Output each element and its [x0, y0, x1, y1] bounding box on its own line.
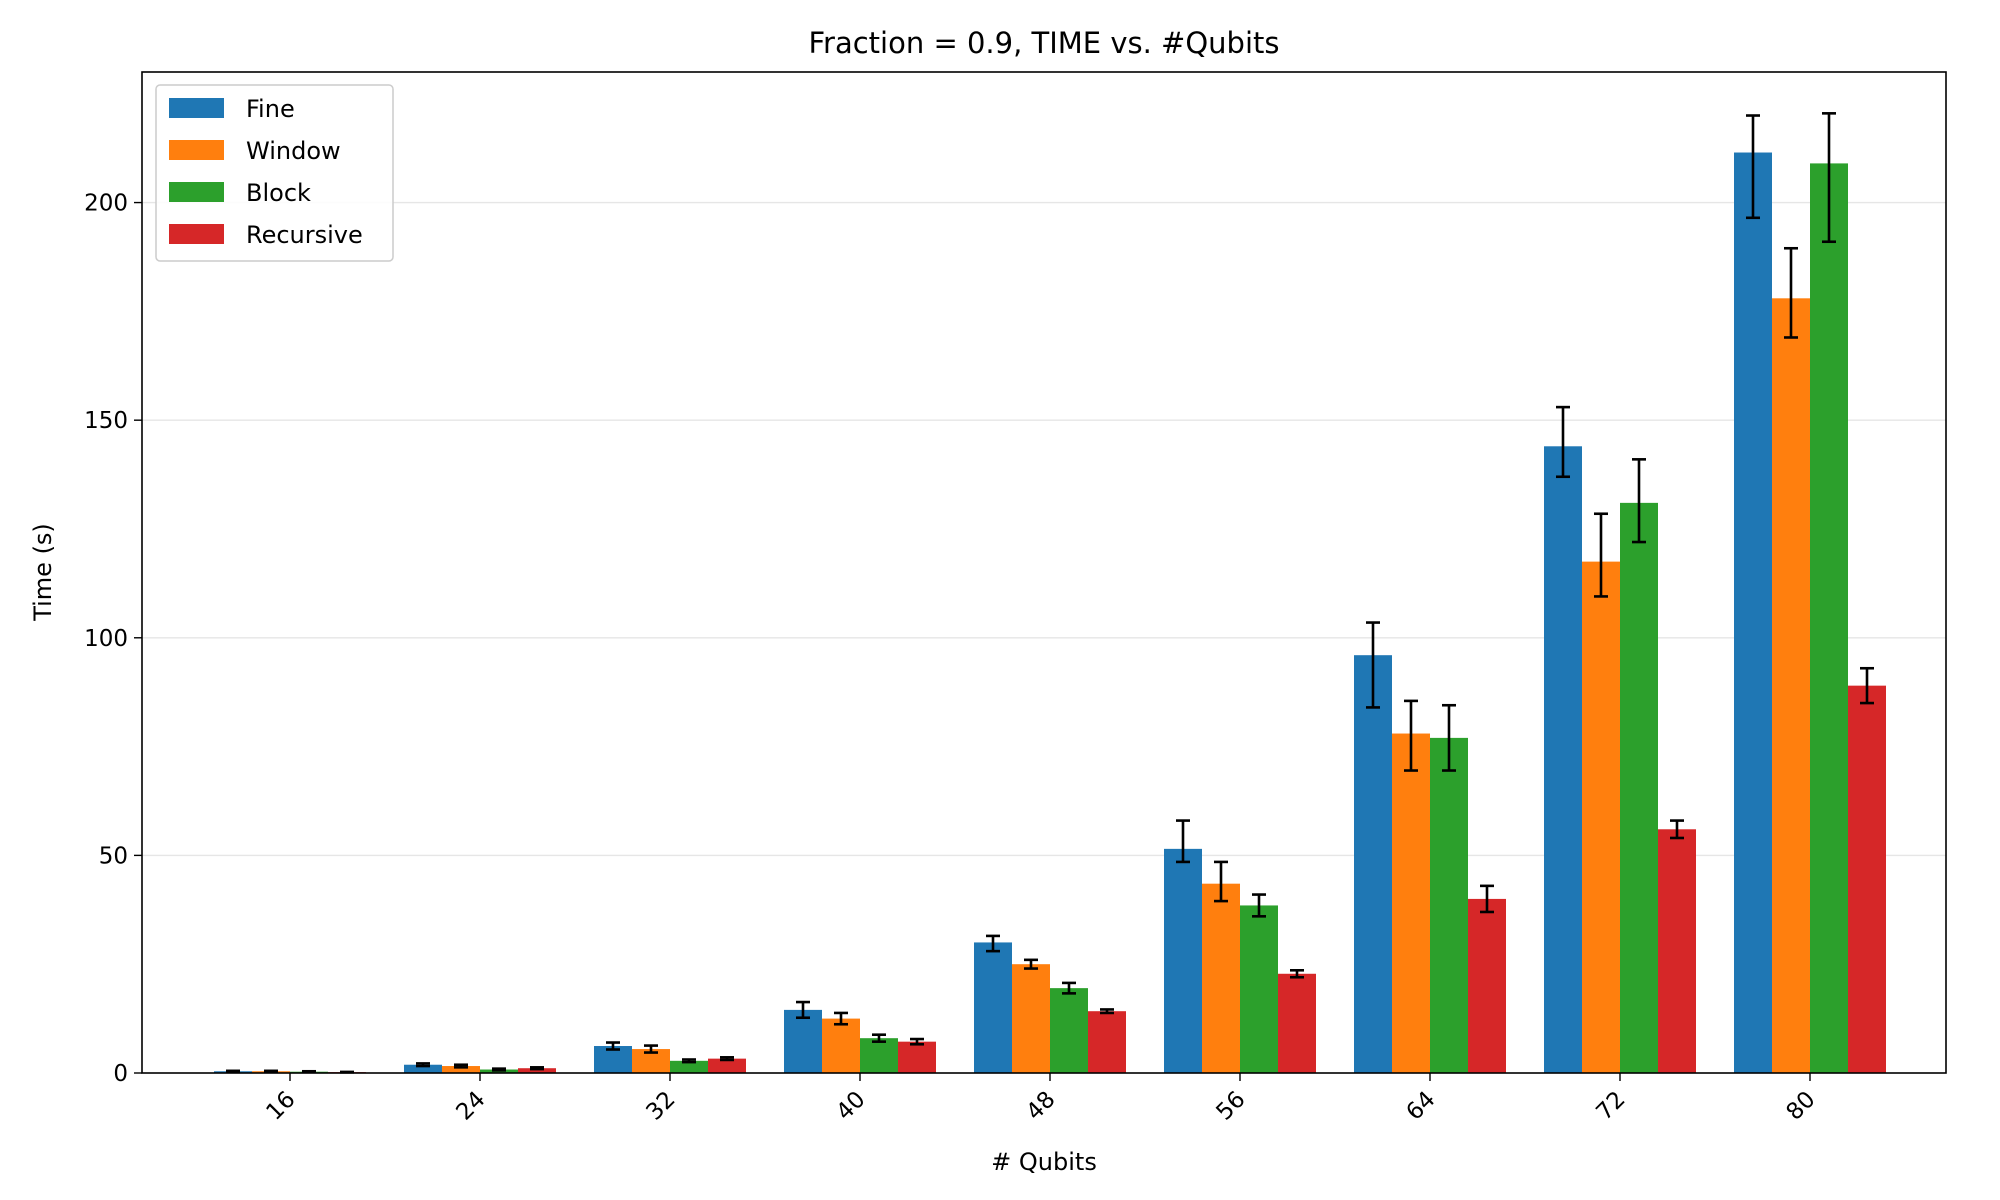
bar-recursive-64	[1468, 898, 1506, 1073]
bar-fine-24	[404, 1064, 442, 1073]
x-tick-label: 24	[452, 1087, 491, 1126]
x-axis-label: # Qubits	[991, 1148, 1097, 1176]
bar-block-40	[860, 1038, 898, 1073]
bar-block-64	[1430, 737, 1468, 1073]
legend-label-block: Block	[246, 179, 311, 207]
bar-fine-48	[974, 942, 1012, 1073]
legend-swatch-recursive	[169, 224, 224, 244]
legend-items: Fine Window Block Recursive	[169, 95, 363, 249]
bar-window-32	[632, 1049, 670, 1073]
x-tick-label: 64	[1402, 1087, 1441, 1126]
bar-window-64	[1392, 733, 1430, 1073]
legend: Fine Window Block Recursive	[155, 84, 394, 262]
legend-label-recursive: Recursive	[246, 221, 363, 249]
bar-recursive-72	[1658, 829, 1696, 1073]
x-tick-label: 48	[1022, 1087, 1061, 1126]
bar-fine-80	[1734, 152, 1772, 1074]
grid-layer	[142, 201, 1946, 857]
x-axis-ticks: 16 24 32 40 48 56 64 72 80	[262, 1073, 1821, 1126]
legend-label-fine: Fine	[246, 95, 295, 123]
bar-window-24	[442, 1066, 480, 1073]
x-tick-label: 56	[1212, 1087, 1251, 1126]
bar-window-48	[1012, 964, 1050, 1073]
bar-block-72	[1620, 502, 1658, 1073]
bar-block-56	[1240, 905, 1278, 1073]
chart-title: Fraction = 0.9, TIME vs. #Qubits	[808, 26, 1279, 60]
bar-fine-72	[1544, 446, 1582, 1073]
bar-recursive-56	[1278, 973, 1316, 1073]
bar-recursive-48	[1088, 1011, 1126, 1073]
legend-swatch-fine	[169, 98, 224, 118]
x-tick-label: 40	[832, 1087, 871, 1126]
y-tick-label: 50	[99, 843, 128, 869]
x-tick-label: 16	[262, 1087, 301, 1126]
bar-window-40	[822, 1018, 860, 1073]
bar-window-72	[1582, 561, 1620, 1073]
x-tick-label: 32	[642, 1087, 681, 1126]
legend-swatch-block	[169, 182, 224, 202]
y-axis-ticks: 0 50 100 150 200	[84, 191, 142, 1087]
legend-label-window: Window	[246, 137, 341, 165]
bar-window-56	[1202, 883, 1240, 1073]
y-tick-label: 150	[84, 408, 128, 434]
x-tick-label: 80	[1782, 1087, 1821, 1126]
y-tick-label: 100	[84, 626, 128, 652]
bar-block-32	[670, 1060, 708, 1073]
legend-frame	[155, 84, 394, 262]
bar-block-80	[1810, 163, 1848, 1074]
bar-recursive-24	[518, 1068, 556, 1073]
x-tick-label: 72	[1592, 1087, 1631, 1126]
bar-fine-56	[1164, 848, 1202, 1073]
bar-recursive-40	[898, 1041, 936, 1073]
bar-recursive-32	[708, 1058, 746, 1073]
y-axis-label: Time (s)	[29, 523, 57, 622]
bar-fine-40	[784, 1009, 822, 1073]
y-tick-label: 0	[113, 1061, 128, 1087]
bar-recursive-80	[1848, 685, 1886, 1073]
legend-swatch-window	[169, 140, 224, 160]
bar-fine-64	[1354, 655, 1392, 1073]
error-bars-layer	[226, 112, 1874, 1074]
bar-block-48	[1050, 988, 1088, 1073]
bar-window-80	[1772, 298, 1810, 1073]
bars-layer	[214, 152, 1886, 1074]
plot-frame	[141, 71, 1947, 1074]
y-tick-label: 200	[84, 191, 128, 217]
